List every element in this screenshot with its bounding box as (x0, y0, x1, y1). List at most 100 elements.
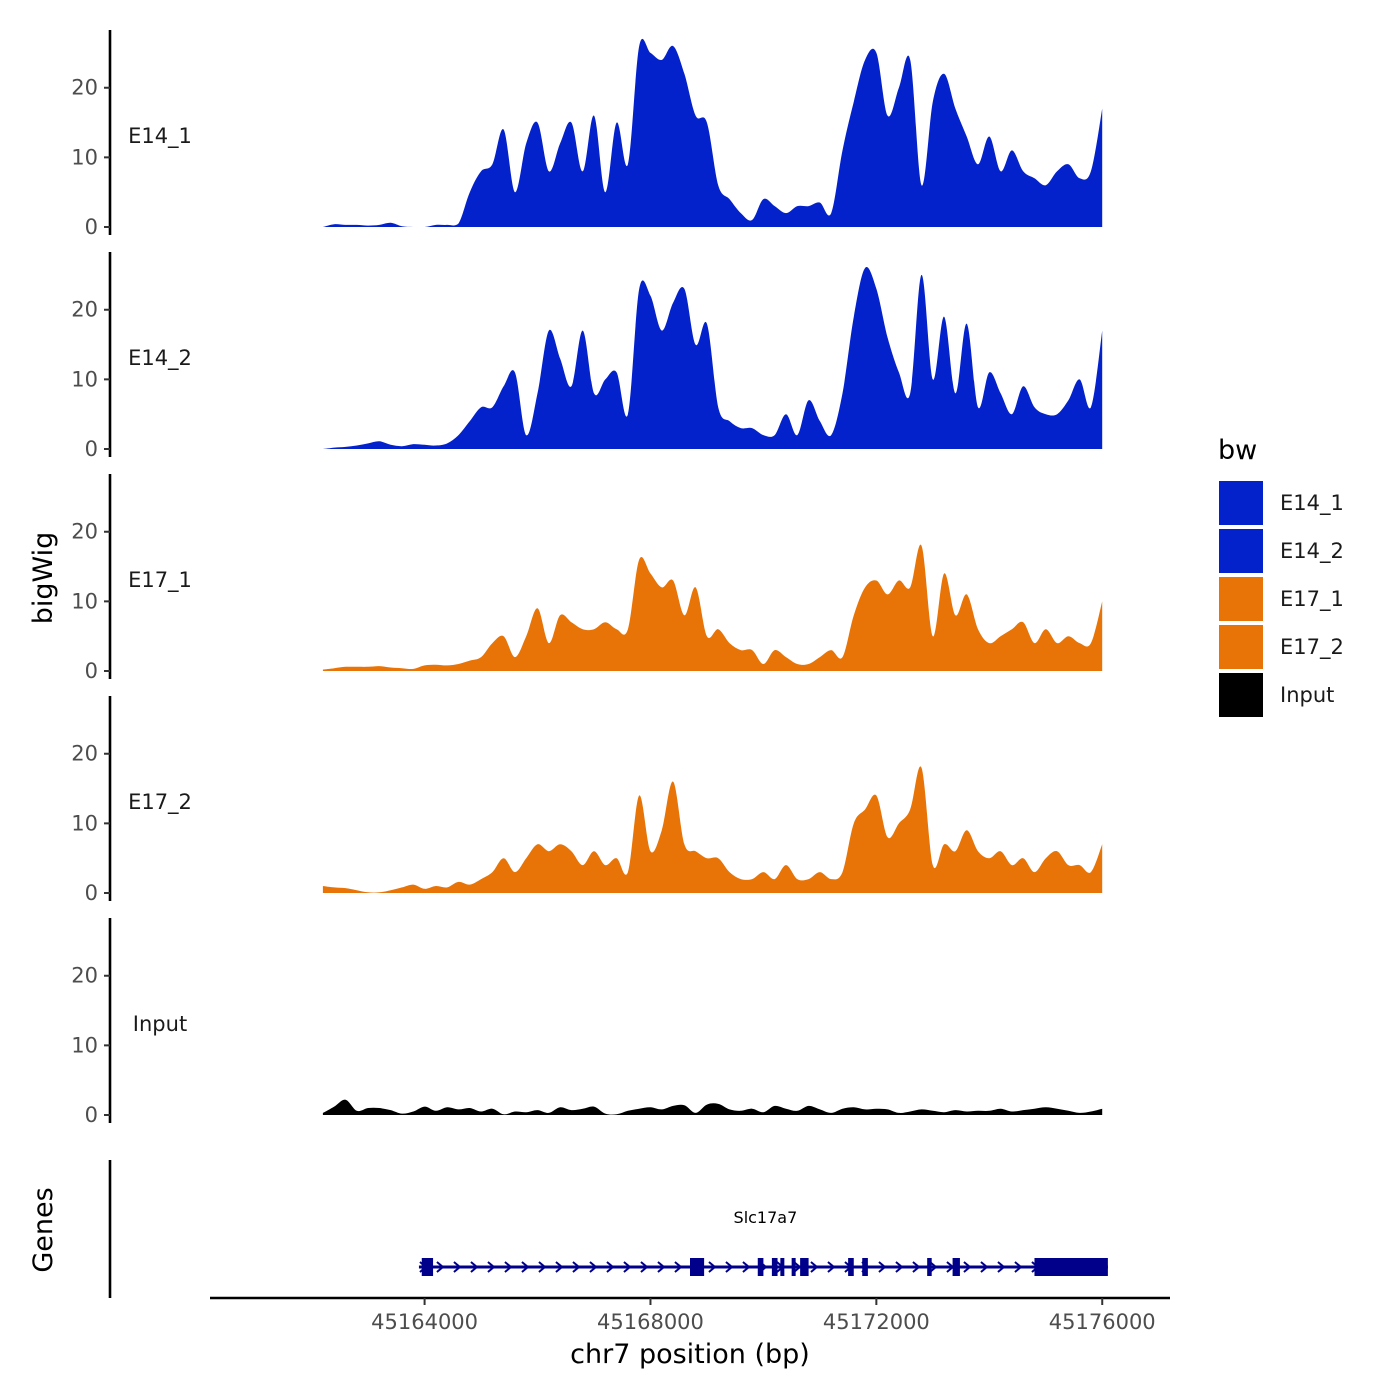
strand-arrow (980, 1261, 989, 1273)
strand-arrow (436, 1261, 445, 1273)
legend-swatch (1217, 575, 1265, 623)
area-E14_2 (322, 267, 1103, 449)
strand-arrow (708, 1261, 717, 1273)
y-tick-label: 20 (71, 76, 98, 100)
strand-arrow (623, 1261, 632, 1273)
legend-label: E14_1 (1280, 491, 1344, 516)
strand-arrow (555, 1261, 564, 1273)
gene-exon (862, 1258, 868, 1276)
track-Input: 0 10 20 Input (71, 918, 1103, 1127)
track-E17_2: 0 10 20 E17_2 (71, 696, 1103, 905)
x-tick-label: 45168000 (597, 1310, 704, 1334)
area-E14_1 (322, 38, 1103, 227)
gene-exon (1034, 1258, 1108, 1276)
gene-models: Slc17a7 (418, 1208, 1108, 1276)
x-tick-label: 45164000 (371, 1310, 478, 1334)
y-tick-label: 0 (85, 437, 98, 461)
y-tick-label: 10 (71, 367, 98, 391)
strand-arrow (470, 1261, 479, 1273)
strand-arrow (827, 1261, 836, 1273)
strand-arrow (538, 1261, 547, 1273)
y-tick-label: 20 (71, 298, 98, 322)
strand-arrow (1014, 1261, 1023, 1273)
genes-axis-title: Genes (28, 1187, 59, 1272)
y-tick-label: 10 (71, 1033, 98, 1057)
track-label: E14_2 (128, 346, 192, 371)
strand-arrow (878, 1261, 887, 1273)
x-axis: 45164000 45168000 45172000 45176000 chr7 po… (210, 1296, 1170, 1370)
x-tick-label: 45172000 (823, 1310, 930, 1334)
strand-arrow (487, 1261, 496, 1273)
track-label: E17_1 (128, 568, 192, 593)
gene-exon (780, 1258, 785, 1276)
strand-arrow (912, 1261, 921, 1273)
strand-arrow (453, 1261, 462, 1273)
legend-label: E14_2 (1280, 539, 1344, 564)
x-axis-ticks: 45164000 45168000 45172000 45176000 (371, 1298, 1156, 1334)
strand-arrow (640, 1261, 649, 1273)
legend-item: Input (1217, 671, 1334, 719)
area-E17_2 (322, 766, 1103, 893)
track-E14_1: 0 10 20 E14_1 (71, 30, 1103, 239)
strand-arrow (997, 1261, 1006, 1273)
track-label: E14_1 (128, 124, 192, 149)
strand-arrow (606, 1261, 615, 1273)
x-tick-label: 45176000 (1049, 1310, 1156, 1334)
genes-track: Slc17a7 (108, 1160, 1108, 1298)
gene-exon (771, 1258, 778, 1276)
gene-exon (421, 1258, 434, 1276)
strand-arrow (521, 1261, 530, 1273)
y-tick-label: 20 (71, 742, 98, 766)
strand-arrow (810, 1261, 819, 1273)
legend-swatch (1217, 527, 1265, 575)
y-tick-label: 10 (71, 145, 98, 169)
y-axis-title: bigWig (28, 532, 59, 625)
y-tick-label: 0 (85, 1103, 98, 1127)
y-tick-label: 0 (85, 881, 98, 905)
strand-arrow (572, 1261, 581, 1273)
y-tick-label: 20 (71, 520, 98, 544)
y-tick-label: 0 (85, 659, 98, 683)
legend-item: E17_2 (1217, 623, 1344, 671)
track-panels: 0 10 20 E14_1 0 10 20 E14_2 0 10 20 E17_1 0 10 20 E17_2… (71, 30, 1103, 1127)
gene-exon (690, 1258, 705, 1276)
legend-item: E17_1 (1217, 575, 1344, 623)
legend-item: E14_1 (1217, 479, 1344, 527)
legend-label: E17_2 (1280, 635, 1344, 660)
strand-arrow (742, 1261, 751, 1273)
track-E17_1: 0 10 20 E17_1 (71, 474, 1103, 683)
legend-swatch (1217, 479, 1265, 527)
track-label: Input (133, 1012, 187, 1036)
strand-arrow (657, 1261, 666, 1273)
y-tick-label: 20 (71, 964, 98, 988)
strand-arrow (725, 1261, 734, 1273)
legend-swatch (1217, 671, 1265, 719)
strand-arrow (674, 1261, 683, 1273)
gene-exon (848, 1258, 854, 1276)
legend-swatch (1217, 623, 1265, 671)
x-axis-title: chr7 position (bp) (570, 1339, 810, 1370)
legend-label: E17_1 (1280, 587, 1344, 612)
strand-arrow (963, 1261, 972, 1273)
gene-label: Slc17a7 (734, 1208, 798, 1227)
gene-exon (927, 1258, 932, 1276)
gene-exon (791, 1258, 796, 1276)
gene-exon (952, 1258, 960, 1276)
y-tick-label: 10 (71, 811, 98, 835)
gene-exon (800, 1258, 809, 1276)
legend-items: E14_1 E14_2 E17_1 E17_2 Input (1217, 479, 1344, 719)
area-E17_1 (322, 544, 1103, 671)
strand-arrow (929, 1261, 938, 1273)
y-tick-label: 10 (71, 589, 98, 613)
legend-title: bw (1218, 435, 1257, 466)
area-Input (322, 1099, 1103, 1115)
strand-arrow (793, 1261, 802, 1273)
track-label: E17_2 (128, 790, 192, 815)
legend-label: Input (1280, 683, 1334, 707)
legend: bw E14_1 E14_2 E17_1 E17_2 Input (1217, 435, 1344, 719)
strand-arrow (589, 1261, 598, 1273)
strand-arrow (895, 1261, 904, 1273)
y-tick-label: 0 (85, 215, 98, 239)
gene-exon (757, 1258, 764, 1276)
